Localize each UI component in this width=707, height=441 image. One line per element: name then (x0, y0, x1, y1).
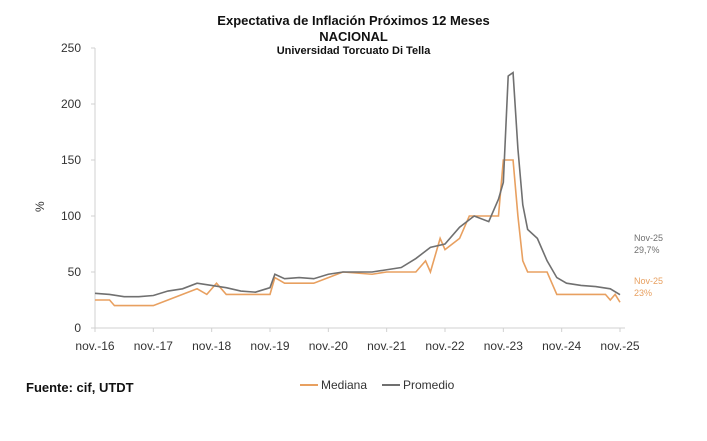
y-tick-label: 0 (74, 321, 81, 335)
annotation-label: Nov-25 (634, 276, 663, 286)
x-tick-label: nov.-25 (600, 339, 639, 353)
series-line-promedio (94, 71, 621, 298)
x-tick-label: nov.-21 (367, 339, 406, 353)
x-tick-label: nov.-22 (425, 339, 464, 353)
x-tick-label: nov.-20 (309, 339, 348, 353)
y-tick-label: 50 (68, 265, 82, 279)
x-tick-label: nov.-17 (134, 339, 173, 353)
annotation-value: 29,7% (634, 245, 660, 255)
y-tick-label: 150 (61, 153, 81, 167)
y-tick-label: 100 (61, 209, 81, 223)
legend-entry: Mediana (321, 378, 367, 392)
y-tick-label: 200 (61, 97, 81, 111)
x-tick-label: nov.-24 (542, 339, 581, 353)
x-tick-label: nov.-18 (192, 339, 231, 353)
annotation-value: 23% (634, 288, 652, 298)
chart-subtitle-2: Universidad Torcuato Di Tella (276, 45, 431, 57)
y-axis-label: % (33, 201, 47, 212)
legend-entry: Promedio (403, 378, 455, 392)
chart-subtitle: NACIONAL (319, 29, 388, 44)
x-tick-label: nov.-16 (75, 339, 114, 353)
chart-title: Expectativa de Inflación Próximos 12 Mes… (217, 13, 490, 28)
x-tick-label: nov.-19 (250, 339, 289, 353)
annotation-label: Nov-25 (634, 233, 663, 243)
series-line-mediana (95, 159, 621, 307)
y-tick-label: 250 (61, 41, 81, 55)
x-tick-label: nov.-23 (484, 339, 523, 353)
source-note: Fuente: cif, UTDT (26, 380, 134, 395)
